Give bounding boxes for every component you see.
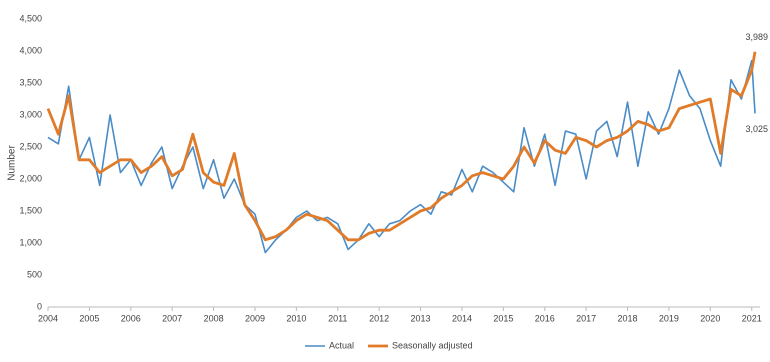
y-tick-label: 3,500 — [19, 77, 42, 87]
y-tick-label: 500 — [27, 269, 42, 279]
x-tick-label: 2008 — [204, 313, 224, 323]
y-tick-label: 2,500 — [19, 141, 42, 151]
y-tick-label: 4,500 — [19, 13, 42, 23]
x-tick-label: 2013 — [411, 313, 431, 323]
x-tick-label: 2010 — [286, 313, 306, 323]
x-tick-label: 2016 — [535, 313, 555, 323]
x-tick-label: 2014 — [452, 313, 472, 323]
y-tick-label: 3,000 — [19, 109, 42, 119]
y-axis-label: Number — [7, 145, 18, 181]
series-line — [46, 51, 757, 242]
x-tick-label: 2019 — [659, 313, 679, 323]
data-label: 3,989 — [745, 32, 768, 42]
x-tick-label: 2005 — [79, 313, 99, 323]
y-tick-label: 1,000 — [19, 237, 42, 247]
x-tick-label: 2009 — [245, 313, 265, 323]
data-label: 3,025 — [745, 124, 768, 134]
x-tick-label: 2015 — [493, 313, 513, 323]
legend-label: Seasonally adjusted — [392, 340, 473, 350]
x-tick-label: 2020 — [700, 313, 720, 323]
y-tick-label: 1,500 — [19, 205, 42, 215]
x-tick-label: 2012 — [369, 313, 389, 323]
x-tick-label: 2011 — [328, 313, 347, 323]
x-tick-label: 2004 — [38, 313, 58, 323]
x-tick-label: 2018 — [618, 313, 638, 323]
y-tick-label: 0 — [37, 301, 42, 311]
legend-label: Actual — [329, 340, 354, 350]
x-tick-label: 2017 — [576, 313, 596, 323]
y-tick-label: 4,000 — [19, 45, 42, 55]
y-tick-label: 2,000 — [19, 173, 42, 183]
x-tick-label: 2021 — [742, 313, 762, 323]
x-tick-label: 2007 — [162, 313, 182, 323]
x-tick-label: 2006 — [121, 313, 141, 323]
